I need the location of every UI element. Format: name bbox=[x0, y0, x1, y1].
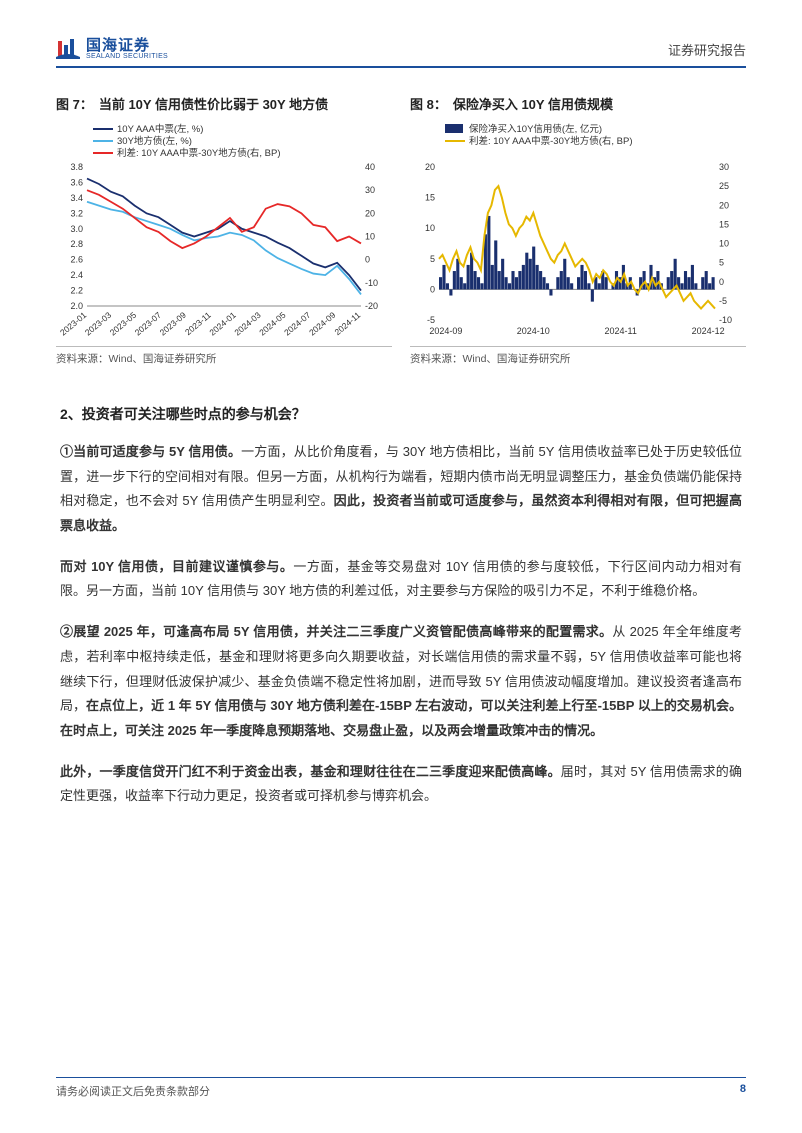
chart-7: 10Y AAA中票(左, %)30Y地方债(左, %)利差: 10Y AAA中票… bbox=[56, 119, 392, 344]
chart-7-panel: 图 7： 当前 10Y 信用债性价比弱于 30Y 地方债 10Y AAA中票(左… bbox=[56, 94, 392, 366]
svg-text:利差: 10Y AAA中票-30Y地方债(右, BP): 利差: 10Y AAA中票-30Y地方债(右, BP) bbox=[469, 135, 632, 147]
logo-en: SEALAND SECURITIES bbox=[86, 53, 168, 60]
svg-text:30Y地方债(左, %): 30Y地方债(左, %) bbox=[117, 135, 192, 147]
svg-text:2.4: 2.4 bbox=[70, 270, 83, 280]
chart-8-source: 资料来源：Wind、国海证券研究所 bbox=[410, 346, 746, 366]
svg-text:-10: -10 bbox=[719, 315, 732, 325]
svg-text:2023-01: 2023-01 bbox=[58, 310, 89, 338]
svg-text:保险净买入10Y信用债(左, 亿元): 保险净买入10Y信用债(左, 亿元) bbox=[469, 123, 602, 135]
svg-text:2023-09: 2023-09 bbox=[158, 310, 189, 338]
svg-text:25: 25 bbox=[719, 181, 729, 191]
svg-text:30: 30 bbox=[719, 162, 729, 172]
svg-text:-10: -10 bbox=[365, 278, 378, 288]
p2-lead: 而对 10Y 信用债，目前建议谨慎参与。 bbox=[60, 559, 293, 574]
svg-text:2024-05: 2024-05 bbox=[257, 310, 288, 338]
svg-text:2024-09: 2024-09 bbox=[429, 326, 462, 336]
svg-text:2023-05: 2023-05 bbox=[108, 310, 139, 338]
svg-text:2024-12: 2024-12 bbox=[692, 326, 725, 336]
paragraph-1: ①当前可适度参与 5Y 信用债。一方面，从比价角度看，与 30Y 地方债相比，当… bbox=[60, 440, 742, 539]
svg-text:3.6: 3.6 bbox=[70, 177, 83, 187]
logo: 国海证券 SEALAND SECURITIES bbox=[56, 38, 168, 60]
svg-text:2024-10: 2024-10 bbox=[517, 326, 550, 336]
svg-text:2024-09: 2024-09 bbox=[307, 310, 338, 338]
svg-text:2023-11: 2023-11 bbox=[183, 310, 213, 337]
header-title: 证券研究报告 bbox=[668, 40, 746, 59]
svg-text:-5: -5 bbox=[427, 315, 435, 325]
svg-text:2023-03: 2023-03 bbox=[83, 310, 114, 338]
charts-row: 图 7： 当前 10Y 信用债性价比弱于 30Y 地方债 10Y AAA中票(左… bbox=[56, 94, 746, 366]
svg-text:2.2: 2.2 bbox=[70, 286, 83, 296]
svg-text:10: 10 bbox=[425, 223, 435, 233]
chart-8-title: 保险净买入 10Y 信用债规模 bbox=[453, 94, 613, 113]
chart-7-title: 当前 10Y 信用债性价比弱于 30Y 地方债 bbox=[99, 94, 328, 113]
svg-text:15: 15 bbox=[425, 193, 435, 203]
svg-text:10: 10 bbox=[719, 239, 729, 249]
svg-text:30: 30 bbox=[365, 185, 375, 195]
svg-text:2.6: 2.6 bbox=[70, 255, 83, 265]
p4-lead: 此外，一季度信贷开门红不利于资金出表，基金和理财往往在二三季度迎来配债高峰。 bbox=[60, 764, 561, 779]
svg-text:20: 20 bbox=[365, 208, 375, 218]
chart-7-source: 资料来源：Wind、国海证券研究所 bbox=[56, 346, 392, 366]
svg-text:20: 20 bbox=[425, 162, 435, 172]
footer-disclaimer: 请务必阅读正文后免责条款部分 bbox=[56, 1083, 210, 1099]
chart-7-label: 图 7： bbox=[56, 94, 93, 113]
svg-text:3.2: 3.2 bbox=[70, 208, 83, 218]
svg-text:20: 20 bbox=[719, 200, 729, 210]
svg-text:2024-01: 2024-01 bbox=[207, 310, 238, 338]
svg-text:3.8: 3.8 bbox=[70, 162, 83, 172]
svg-text:0: 0 bbox=[365, 255, 370, 265]
svg-text:2024-11: 2024-11 bbox=[332, 310, 362, 337]
paragraph-3: ②展望 2025 年，可逢高布局 5Y 信用债，并关注二三季度广义资管配债高峰带… bbox=[60, 620, 742, 743]
page-number: 8 bbox=[740, 1083, 746, 1099]
logo-icon bbox=[56, 39, 80, 59]
chart-8: 保险净买入10Y信用债(左, 亿元)利差: 10Y AAA中票-30Y地方债(右… bbox=[410, 119, 746, 344]
svg-text:40: 40 bbox=[365, 162, 375, 172]
paragraph-2: 而对 10Y 信用债，目前建议谨慎参与。一方面，基金等交易盘对 10Y 信用债的… bbox=[60, 555, 742, 604]
section-heading: 2、投资者可关注哪些时点的参与机会？ bbox=[60, 404, 742, 424]
svg-text:2024-03: 2024-03 bbox=[232, 310, 263, 338]
svg-text:0: 0 bbox=[719, 277, 724, 287]
svg-text:10: 10 bbox=[365, 232, 375, 242]
svg-text:2024-07: 2024-07 bbox=[282, 310, 313, 338]
page-footer: 请务必阅读正文后免责条款部分 8 bbox=[56, 1077, 746, 1099]
p3-bold1: 在点位上，近 1 年 5Y 信用债与 30Y 地方债利差在-15BP 左右波动，… bbox=[60, 698, 742, 738]
paragraph-4: 此外，一季度信贷开门红不利于资金出表，基金和理财往往在二三季度迎来配债高峰。届时… bbox=[60, 760, 742, 809]
p3-lead: ②展望 2025 年，可逢高布局 5Y 信用债，并关注二三季度广义资管配债高峰带… bbox=[60, 624, 612, 639]
svg-text:2024-11: 2024-11 bbox=[605, 326, 637, 336]
svg-text:2.8: 2.8 bbox=[70, 239, 83, 249]
chart-8-label: 图 8： bbox=[410, 94, 447, 113]
svg-text:-5: -5 bbox=[719, 296, 727, 306]
page-header: 国海证券 SEALAND SECURITIES 证券研究报告 bbox=[56, 38, 746, 68]
logo-cn: 国海证券 bbox=[86, 38, 168, 53]
svg-text:15: 15 bbox=[719, 219, 729, 229]
svg-text:10Y AAA中票(左, %): 10Y AAA中票(左, %) bbox=[117, 123, 203, 135]
svg-text:5: 5 bbox=[719, 258, 724, 268]
svg-text:利差: 10Y AAA中票-30Y地方债(右, BP): 利差: 10Y AAA中票-30Y地方债(右, BP) bbox=[117, 147, 280, 159]
body-text: 2、投资者可关注哪些时点的参与机会？ ①当前可适度参与 5Y 信用债。一方面，从… bbox=[56, 404, 746, 809]
svg-text:3.0: 3.0 bbox=[70, 224, 83, 234]
svg-text:0: 0 bbox=[430, 284, 435, 294]
chart-8-panel: 图 8： 保险净买入 10Y 信用债规模 保险净买入10Y信用债(左, 亿元)利… bbox=[410, 94, 746, 366]
svg-text:5: 5 bbox=[430, 254, 435, 264]
svg-text:3.4: 3.4 bbox=[70, 193, 83, 203]
svg-text:2023-07: 2023-07 bbox=[133, 310, 164, 338]
p1-lead: ①当前可适度参与 5Y 信用债。 bbox=[60, 444, 241, 459]
svg-text:-20: -20 bbox=[365, 301, 378, 311]
